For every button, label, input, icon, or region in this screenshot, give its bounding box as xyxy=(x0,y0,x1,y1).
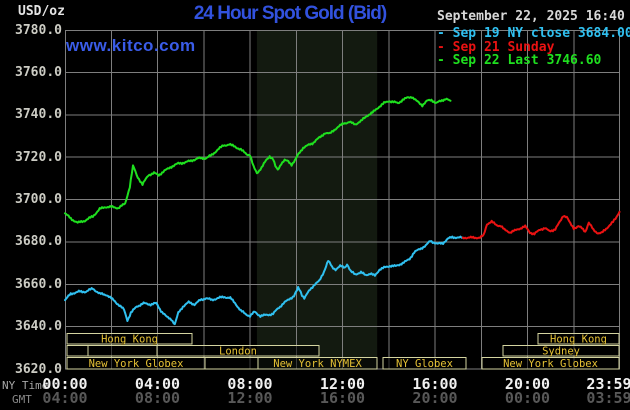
gmt-time-label: 20:00 xyxy=(412,389,458,407)
legend-dash: - xyxy=(437,26,453,41)
gmt-axis-name: GMT xyxy=(12,393,32,406)
y-axis-label: 3700.0 xyxy=(15,192,62,207)
ny-time-label: 00:00 xyxy=(42,375,88,393)
gmt-time-label: 16:00 xyxy=(319,389,366,407)
session-label: New York Globex xyxy=(89,358,184,370)
session-box xyxy=(502,345,620,357)
price-unit-label: USD/oz xyxy=(18,4,65,19)
session-box xyxy=(66,345,89,357)
y-axis-label: 3680.0 xyxy=(15,234,62,250)
session-label: Hong Kong xyxy=(550,333,607,345)
gmt-time-label: 12:00 xyxy=(227,389,273,407)
session-box xyxy=(537,333,620,345)
session-box xyxy=(204,357,259,370)
session-box xyxy=(66,333,193,345)
legend: - Sep 19 NY close 3684.00- Sep 21 Sunday… xyxy=(437,26,630,68)
session-label: NY Globex xyxy=(396,358,453,370)
session-label: New York Globex xyxy=(503,358,598,370)
legend-dash: - xyxy=(437,53,453,68)
gmt-time-label: 00:00 xyxy=(504,389,551,407)
price-line-1 xyxy=(64,235,464,326)
legend-label: Sep 19 NY close 3684.00 xyxy=(452,26,630,41)
gmt-time-label: 08:00 xyxy=(134,389,181,407)
y-axis-label: 3720.0 xyxy=(15,149,62,165)
ny-time-label: 20:00 xyxy=(504,375,551,393)
legend-item: - Sep 19 NY close 3684.00 xyxy=(437,26,630,41)
y-axis-label: 3760.0 xyxy=(15,64,62,80)
datetime-label: September 22, 2025 16:40 xyxy=(437,9,625,24)
y-axis-label: 3740.0 xyxy=(15,107,62,123)
y-axis-label: 3640.0 xyxy=(15,319,62,335)
gmt-time-label: 03:59 xyxy=(586,389,630,407)
page-title: 24 Hour Spot Gold (Bid) xyxy=(193,3,387,24)
ny-time-label: 12:00 xyxy=(319,375,366,393)
price-line-2 xyxy=(461,210,621,240)
session-label: New York NYMEX xyxy=(273,358,362,370)
legend-label: Sep 22 Last 3746.60 xyxy=(452,53,602,68)
session-label: London xyxy=(219,345,257,357)
legend-item: - Sep 21 Sunday xyxy=(437,39,630,55)
y-axis-label: 3660.0 xyxy=(15,276,62,292)
ny-time-label: 04:00 xyxy=(134,375,181,393)
ny-time-label: 16:00 xyxy=(412,375,458,393)
session-box xyxy=(156,345,320,357)
session-box xyxy=(87,345,158,357)
y-axis-label: 3780.0 xyxy=(15,22,62,38)
grid-lines xyxy=(65,30,620,369)
y-axis-label: 3620.0 xyxy=(15,361,62,377)
gmt-time-label: 04:00 xyxy=(42,389,88,407)
kitco-watermark: www.kitco.com xyxy=(66,36,196,55)
legend-item: - Sep 22 Last 3746.60 xyxy=(437,53,630,68)
session-box xyxy=(481,357,620,370)
session-label: Hong Kong xyxy=(101,333,158,345)
legend-label: Sep 21 Sunday xyxy=(452,39,555,55)
ny-time-axis-name: NY Time xyxy=(2,379,49,392)
session-box xyxy=(382,357,467,370)
price-line-0 xyxy=(64,96,452,224)
session-box xyxy=(257,357,378,370)
session-label: Sydney xyxy=(542,345,580,357)
ny-time-label: 23:59 xyxy=(586,375,630,393)
ny-time-label: 08:00 xyxy=(227,375,273,393)
legend-dash: - xyxy=(437,39,453,55)
